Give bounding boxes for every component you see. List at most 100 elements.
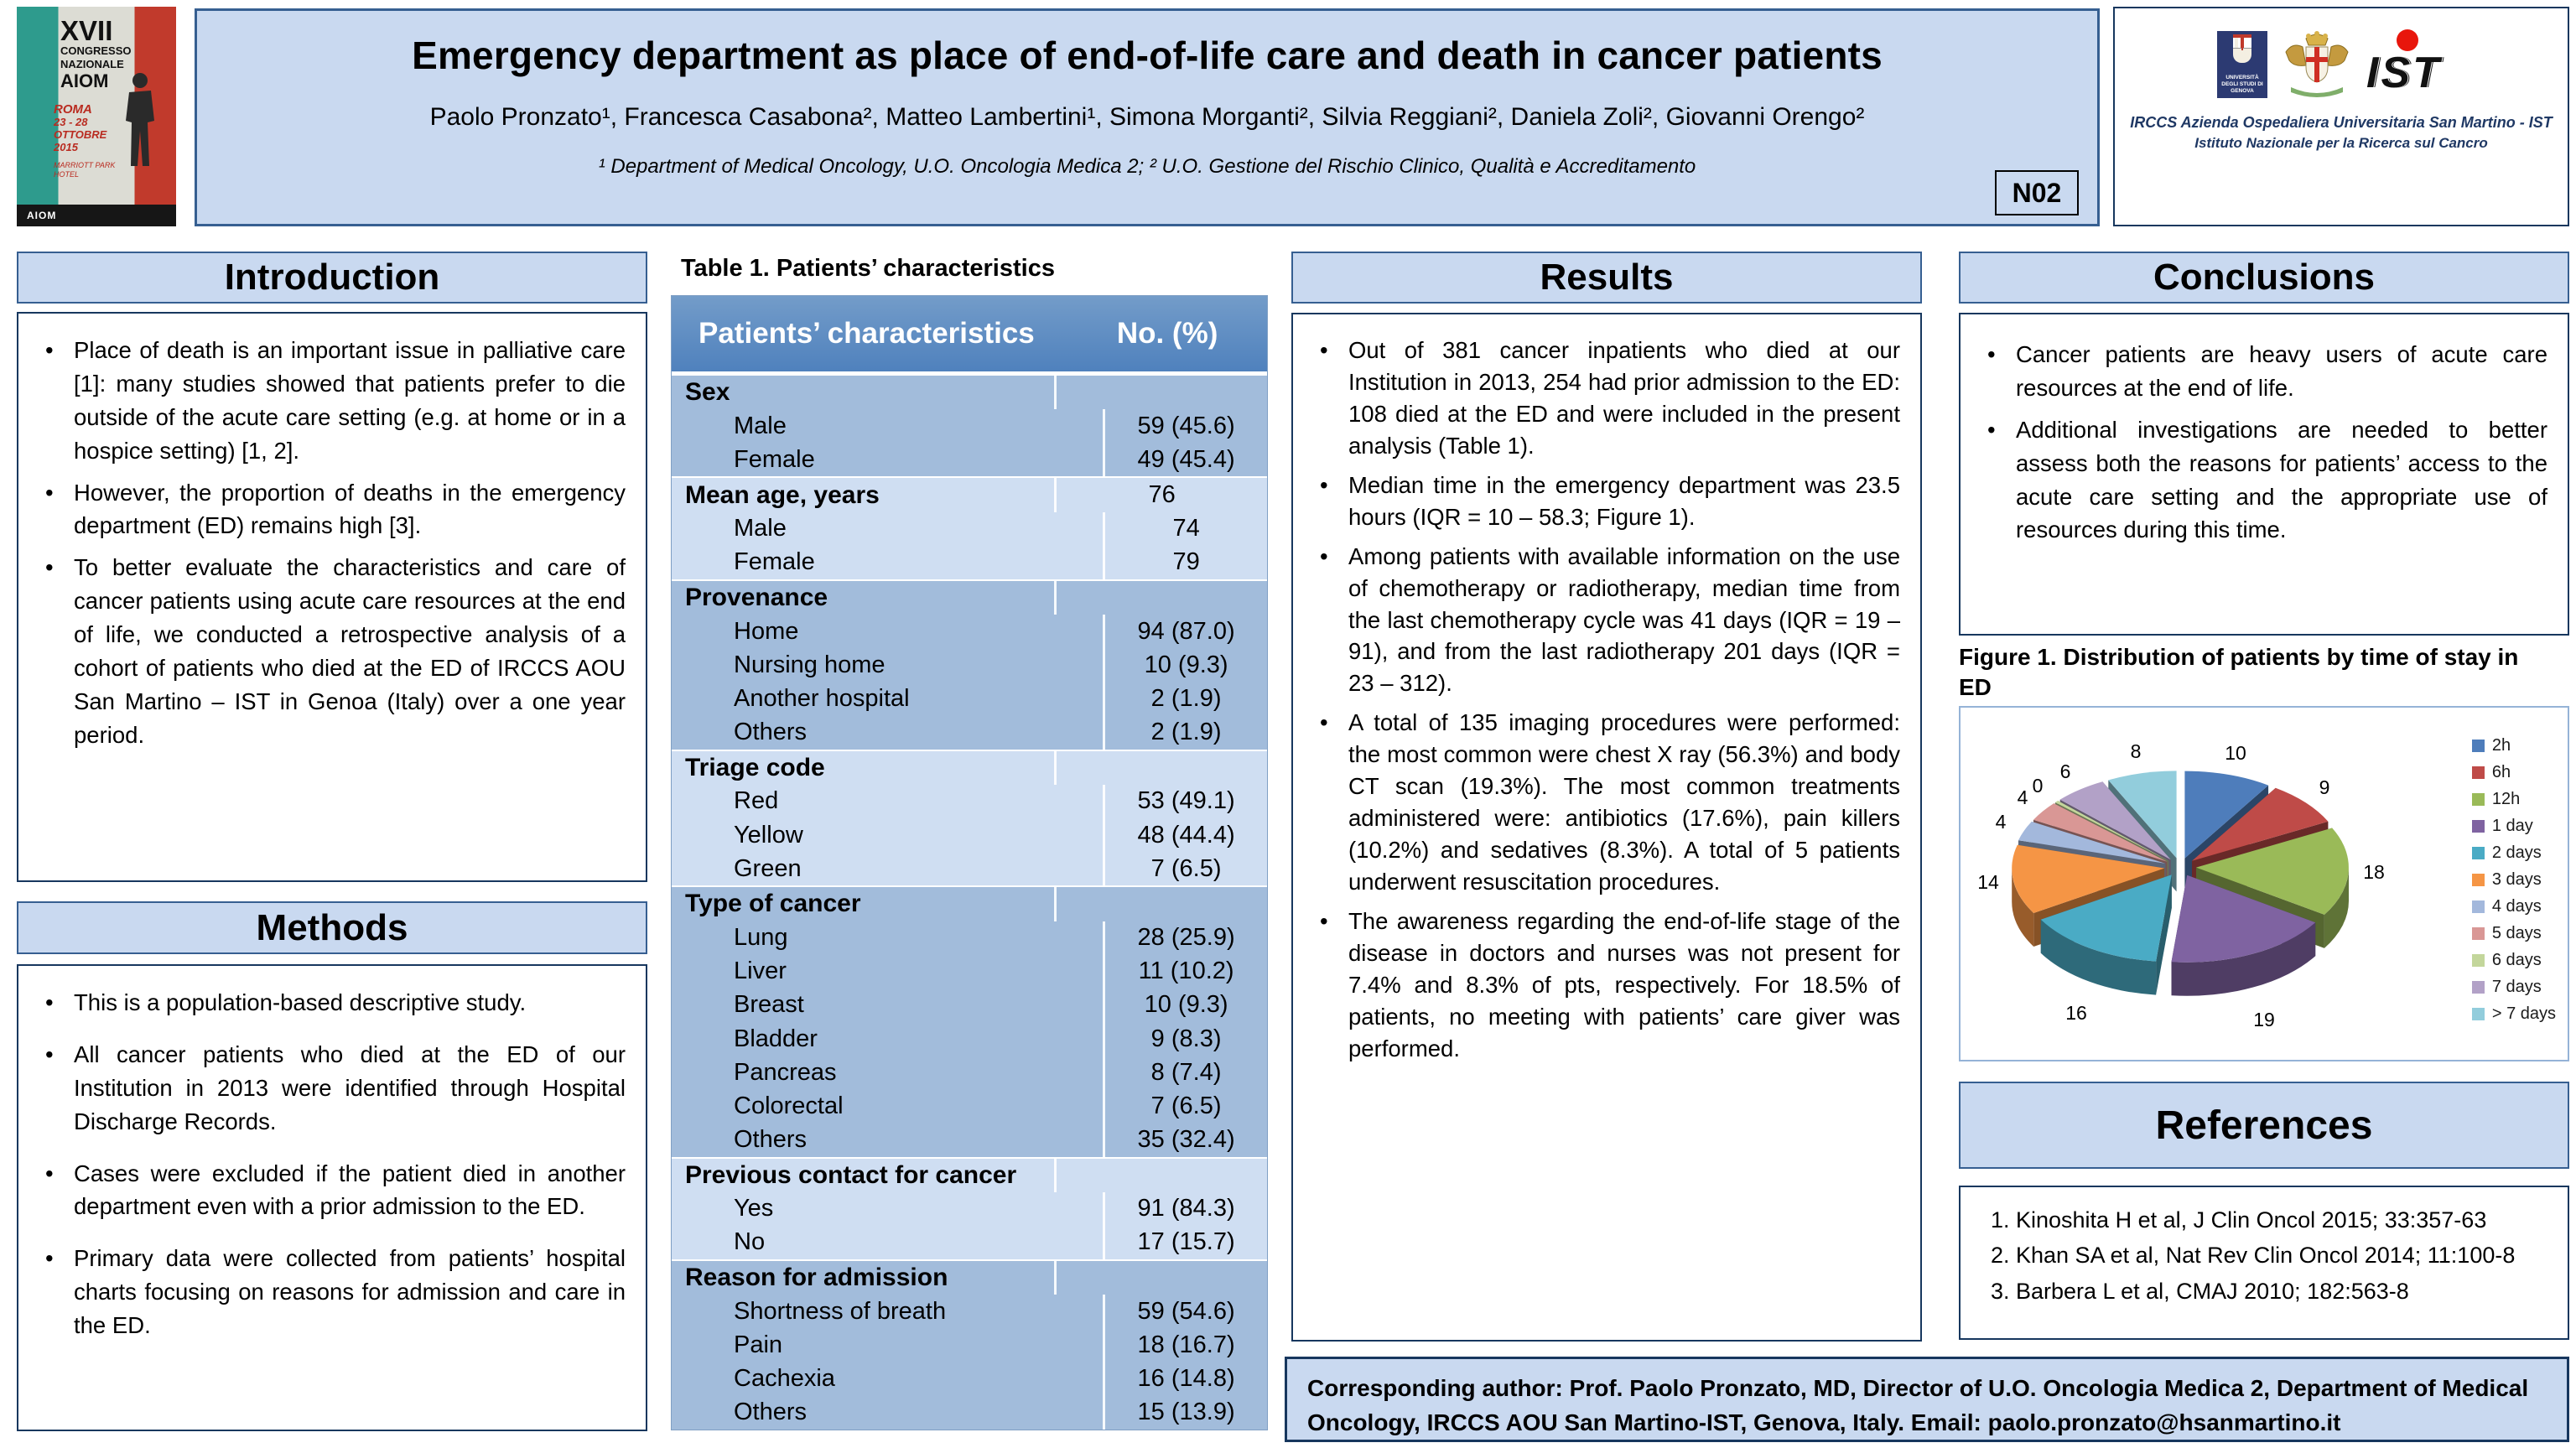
table-cell-label: Type of cancer [685, 890, 861, 918]
table-cell-label: Reason for admission [685, 1264, 948, 1292]
legend-label: 5 days [2491, 924, 2542, 942]
table-group-row: Previous contact for cancer [672, 1156, 1267, 1192]
legend-item: 4 days [2471, 897, 2556, 916]
pie-slice-wall [2012, 868, 2034, 947]
legend-item: 2 days [2471, 843, 2556, 862]
table-cell-label: Others [734, 1399, 808, 1426]
unige-caption: UNIVERSITÀ DEGLI STUDI DI GENOVA [2221, 74, 2263, 94]
table-cell-value: 7 (6.5) [1103, 852, 1267, 886]
table-cell-value: 74 [1103, 511, 1267, 546]
methods-bullet: This is a population-based descriptive s… [32, 986, 626, 1020]
pie-data-label: 6 [2060, 760, 2071, 782]
table-cell-label: Male [734, 412, 787, 439]
table-cell-label: Female [734, 548, 815, 576]
table-header-characteristics: Patients’ characteristics [699, 317, 1035, 350]
results-bullet: The awareness regarding the end-of-life … [1306, 906, 1900, 1065]
pie-slice [2108, 771, 2177, 859]
table-group-row: Reason for admission [672, 1259, 1267, 1295]
table-row: Cachexia 16 (14.8) [672, 1362, 1267, 1396]
references-title: References [2155, 1103, 2373, 1148]
legend-swatch [2471, 900, 2485, 913]
introduction-title: Introduction [224, 257, 440, 298]
conclusions-bullets: Cancer patients are heavy users of acute… [1961, 314, 2568, 568]
institution-name-line2: Istituto Nazionale per la Ricerca sul Ca… [2194, 135, 2488, 151]
pie-data-label: 16 [2065, 1002, 2087, 1024]
pie-slice [2018, 821, 2166, 864]
table-row: Pancreas 8 (7.4) [672, 1056, 1267, 1090]
pie-slice [2184, 771, 2269, 859]
table-row: Yellow 48 (44.4) [672, 818, 1267, 853]
table-row: Bladder 9 (8.3) [672, 1021, 1267, 1056]
table-group-row: Type of cancer [672, 885, 1267, 921]
methods-header: Methods [17, 901, 647, 954]
legend-swatch [2471, 792, 2485, 806]
table-cell-label: Mean age, years [685, 480, 880, 509]
reference-item: Barbera L et al, CMAJ 2010; 182:563-8 [2016, 1275, 2568, 1307]
legend-item: 1 day [2471, 817, 2556, 835]
table-cell-value: 2 (1.9) [1103, 715, 1267, 750]
introduction-bullet: Place of death is an important issue in … [32, 334, 626, 468]
results-bullet: Among patients with available informatio… [1306, 541, 1900, 700]
pie-data-label: 18 [2363, 861, 2385, 883]
table-cell-value [1054, 887, 1267, 921]
legend-label: 1 day [2491, 817, 2533, 835]
table-row: Green 7 (6.5) [672, 852, 1267, 886]
pie-slice [2054, 801, 2169, 861]
pie-slice [2192, 787, 2329, 861]
table-header-row: Patients’ characteristics No. (%) [672, 296, 1267, 376]
congress-dates: 23 - 28 [54, 116, 88, 129]
table-cell-value: 2 (1.9) [1103, 682, 1267, 716]
institution-logos: UNIVERSITÀ DEGLI STUDI DI GENOVA IST [2115, 29, 2568, 101]
figure-box: 10 9 18 19 16 14 4 4 0 6 8 2h 6h 12h 1 day 2 days 3 day… [1959, 706, 2569, 1061]
ist-logo-text: IST [2366, 49, 2442, 97]
table-cell-value [1054, 1261, 1267, 1295]
legend-item: 6h [2471, 763, 2556, 781]
table-row: Home 94 (87.0) [672, 615, 1267, 649]
pie-data-label: 4 [2018, 786, 2028, 808]
table-row: Lung 28 (25.9) [672, 921, 1267, 955]
congress-year: 2015 [54, 141, 78, 154]
table-cell-value [1054, 580, 1267, 615]
ist-logo-icon: IST [2366, 29, 2465, 100]
patients-characteristics-table: Patients’ characteristics No. (%) Sex Mal… [671, 295, 1268, 1430]
methods-bullet: Primary data were collected from patient… [32, 1242, 626, 1342]
table-cell-label: Triage code [685, 753, 825, 781]
table-cell-value: 48 (44.4) [1103, 818, 1267, 853]
table-cell-label: Female [734, 445, 815, 473]
pie-data-label: 10 [2225, 742, 2246, 764]
table-cell-label: Bladder [734, 1025, 818, 1052]
table-cell-value: 11 (10.2) [1103, 954, 1267, 989]
table-cell-label: Lung [734, 924, 788, 952]
conclusions-body: Cancer patients are heavy users of acute… [1959, 313, 2569, 636]
references-body: Kinoshita H et al, J Clin Oncol 2015; 33… [1959, 1186, 2569, 1340]
legend-label: 4 days [2491, 897, 2542, 916]
results-bullet: Median time in the emergency department … [1306, 470, 1900, 533]
table-caption: Table 1. Patients’ characteristics [681, 255, 1055, 282]
ist-logo-dot [2397, 29, 2418, 51]
table-row: Female 79 [672, 545, 1267, 579]
pie-slice-wall [2324, 867, 2349, 948]
methods-bullet: All cancer patients who died at the ED o… [32, 1038, 626, 1139]
poster-title: Emergency department as place of end-of-… [412, 34, 1883, 77]
conclusions-header: Conclusions [1959, 252, 2569, 304]
table-cell-label: Liver [734, 958, 787, 985]
table-row: Breast 10 (9.3) [672, 988, 1267, 1022]
table-cell-label: Yellow [734, 821, 803, 849]
pie-slice [2059, 781, 2171, 860]
legend-swatch [2471, 739, 2485, 752]
conclusions-bullet: Additional investigations are needed to … [1974, 413, 2547, 548]
table-cell-value [1054, 750, 1267, 785]
pie-slice [2196, 828, 2349, 915]
table-cell-value [1054, 1158, 1267, 1192]
legend-swatch [2471, 980, 2485, 994]
methods-body: This is a population-based descriptive s… [17, 964, 647, 1431]
table-cell-value: 59 (45.6) [1103, 409, 1267, 444]
table-cell-value: 28 (25.9) [1103, 921, 1267, 955]
legend-label: 6 days [2491, 951, 2542, 969]
references-list: Kinoshita H et al, J Clin Oncol 2015; 33… [1961, 1204, 2568, 1307]
congress-line3: AIOM [60, 70, 109, 92]
legend-label: 2h [2491, 736, 2511, 755]
table-cell-label: No [734, 1228, 766, 1256]
pie-legend: 2h 6h 12h 1 day 2 days 3 days 4 days 5 days 6 da… [2471, 736, 2556, 1023]
legend-item: > 7 days [2471, 1004, 2556, 1023]
